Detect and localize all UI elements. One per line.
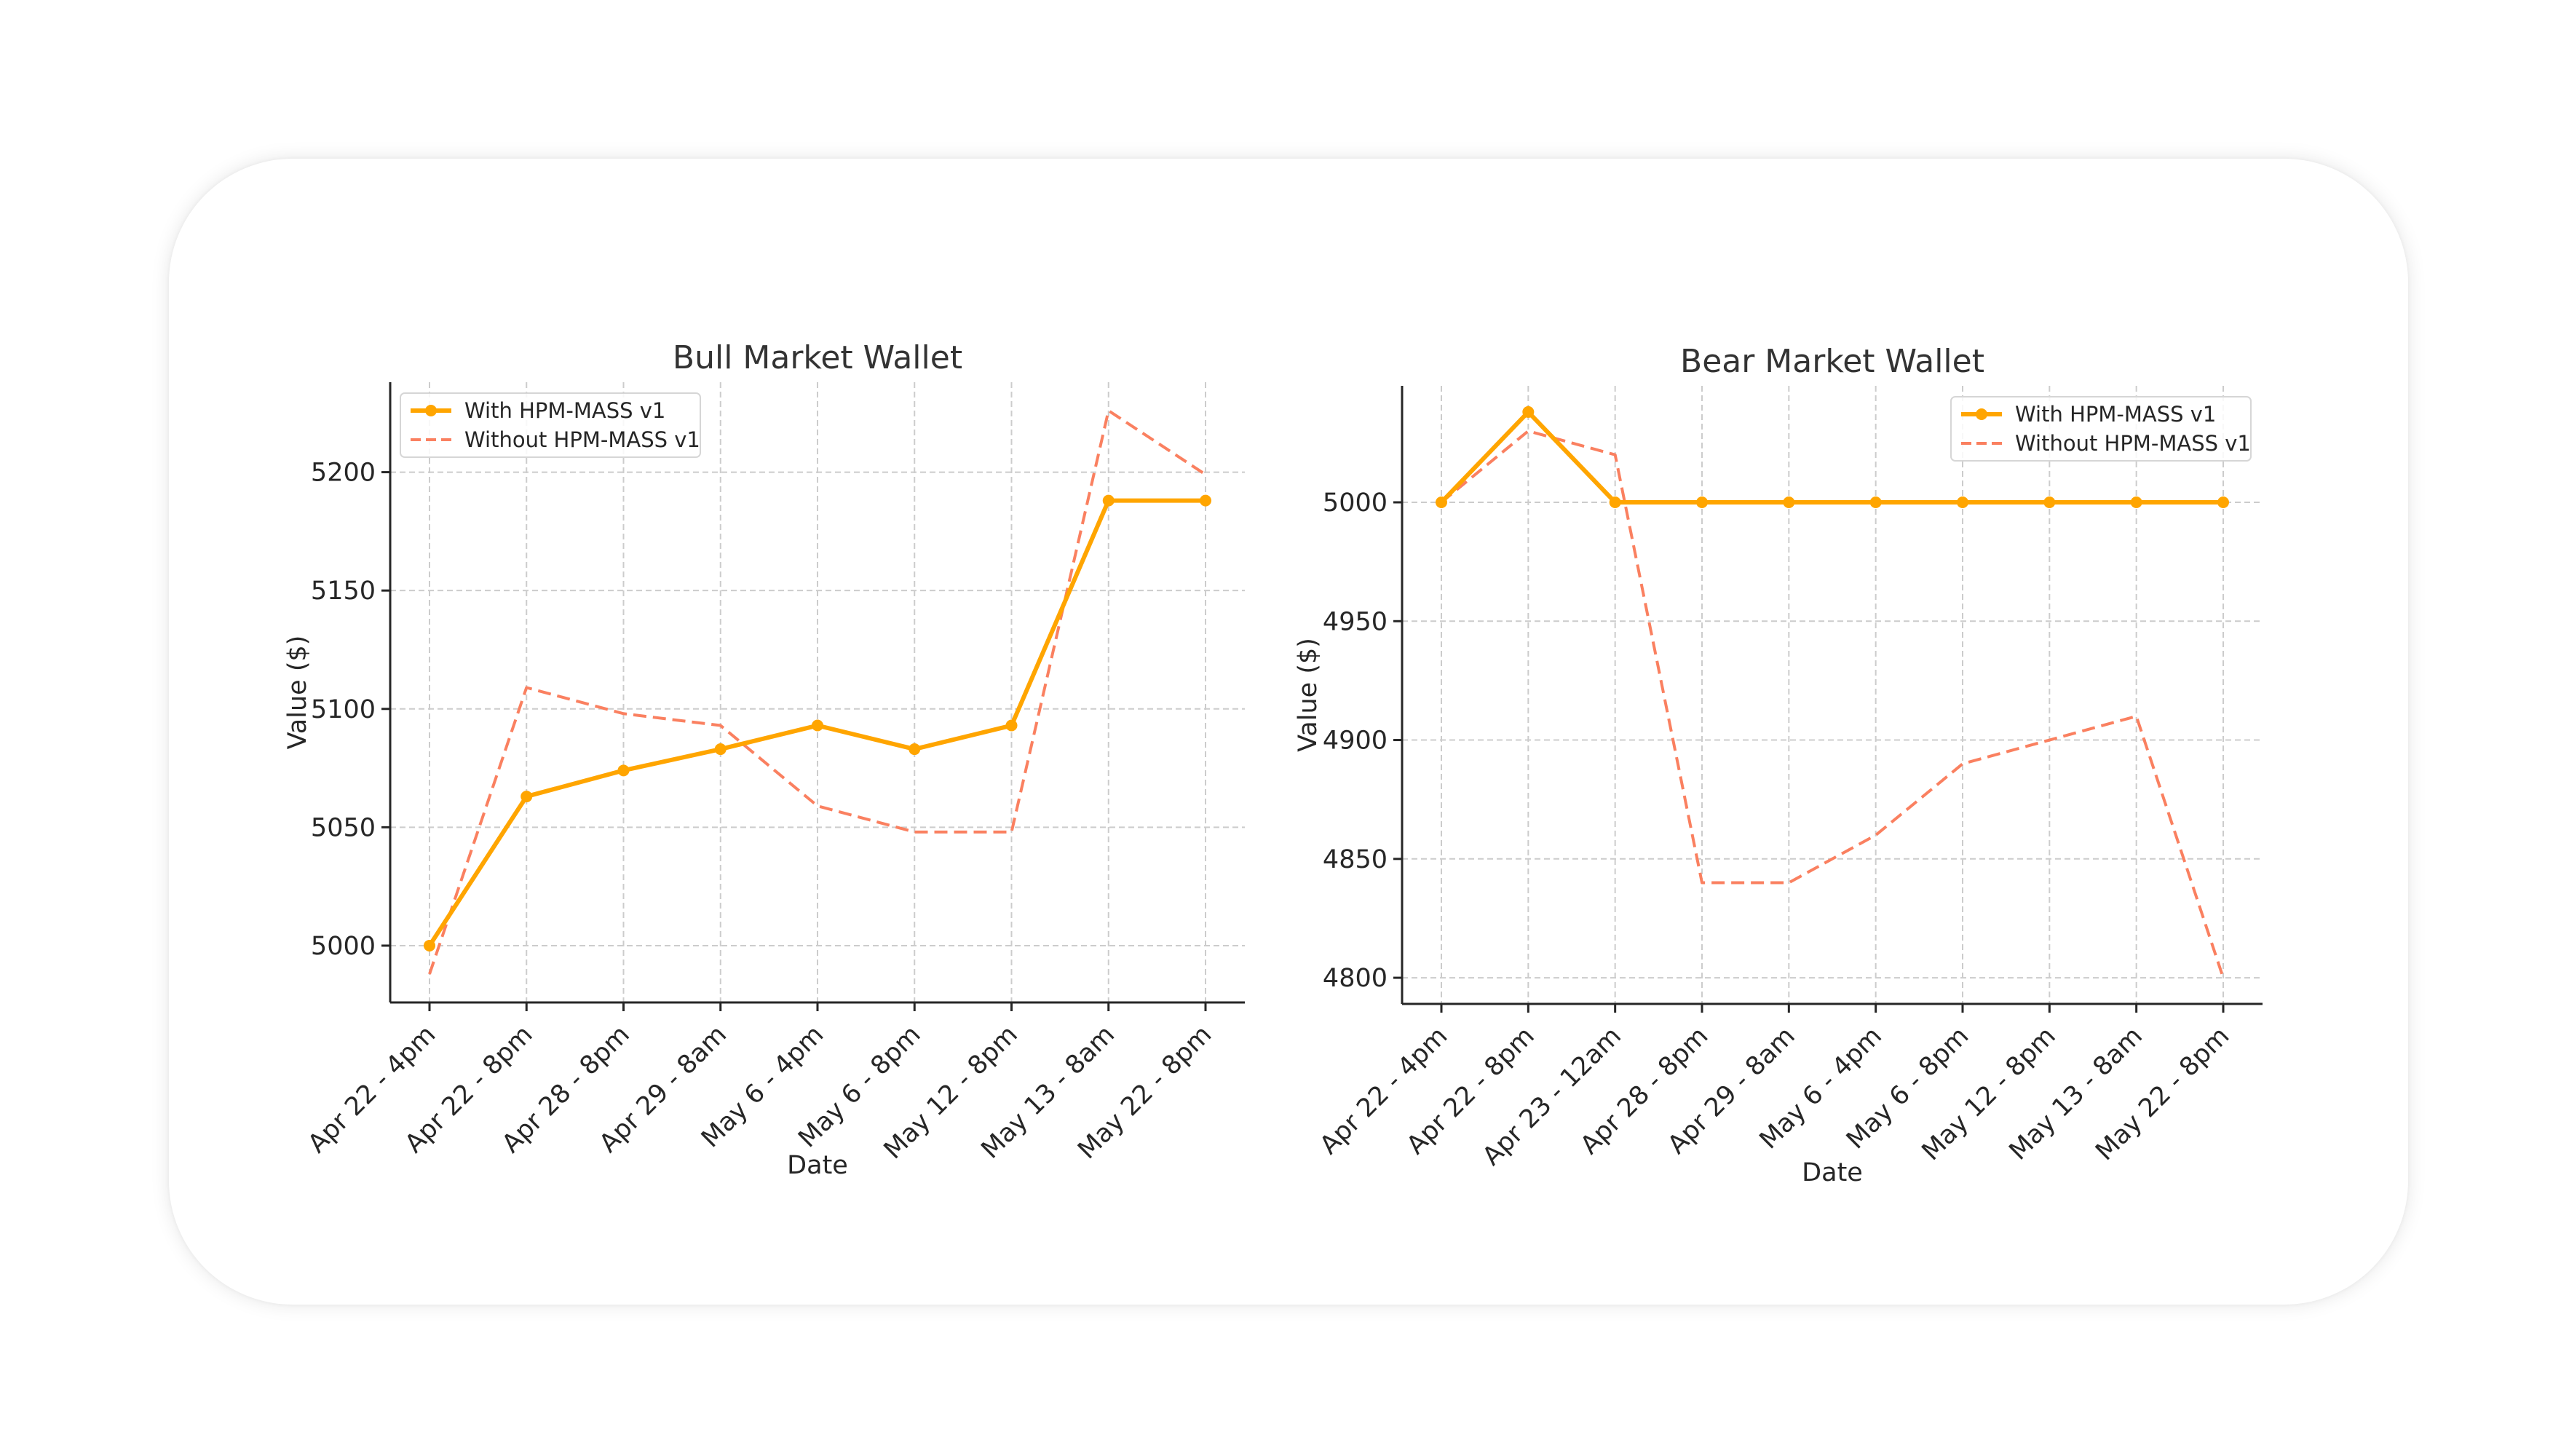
data-point bbox=[1783, 496, 1795, 509]
y-tick-label: 4850 bbox=[1323, 845, 1388, 874]
series-line-without-hpm-mass-v1 bbox=[428, 409, 1207, 975]
legend: With HPM-MASS v1 Without HPM-MASS v1 bbox=[1950, 396, 2252, 462]
y-tick-label: 4800 bbox=[1323, 964, 1388, 993]
data-point bbox=[1436, 496, 1447, 509]
data-point bbox=[1102, 494, 1115, 507]
data-point bbox=[2043, 496, 2056, 509]
y-tick-label: 4950 bbox=[1323, 607, 1388, 636]
y-axis-label: Value ($) bbox=[283, 636, 312, 750]
y-axis-label: Value ($) bbox=[1294, 638, 1323, 752]
x-axis-label: Date bbox=[787, 1151, 848, 1180]
chart-title: Bear Market Wallet bbox=[1680, 343, 1984, 380]
legend-marker bbox=[1976, 408, 1987, 420]
y-tick-label: 5000 bbox=[1323, 488, 1388, 518]
data-point bbox=[424, 939, 435, 951]
data-point bbox=[1957, 496, 1968, 509]
data-point bbox=[520, 791, 533, 803]
y-tick-label: 5200 bbox=[311, 459, 376, 488]
legend-box bbox=[1950, 396, 2252, 462]
y-tick-label: 5150 bbox=[311, 577, 376, 606]
legend-marker bbox=[425, 405, 437, 416]
data-point bbox=[1522, 405, 1535, 418]
legend-label: Without HPM-MASS v1 bbox=[464, 427, 700, 452]
data-point bbox=[714, 743, 727, 756]
data-point bbox=[1005, 719, 1018, 732]
legend-box bbox=[400, 392, 701, 458]
legend-label: With HPM-MASS v1 bbox=[2015, 402, 2216, 427]
data-point bbox=[2130, 496, 2142, 509]
y-tick-label: 4900 bbox=[1323, 727, 1388, 756]
y-tick-label: 5050 bbox=[311, 813, 376, 842]
data-point bbox=[1609, 496, 1621, 509]
data-point bbox=[617, 764, 630, 777]
chart-card bbox=[169, 159, 2408, 1305]
chart-title: Bull Market Wallet bbox=[673, 339, 962, 376]
data-point bbox=[812, 719, 823, 732]
data-point bbox=[909, 743, 921, 756]
data-point bbox=[1696, 496, 1708, 509]
legend-label: With HPM-MASS v1 bbox=[464, 398, 665, 423]
legend-label: Without HPM-MASS v1 bbox=[2015, 431, 2251, 456]
y-tick-label: 5100 bbox=[311, 695, 376, 724]
legend: With HPM-MASS v1 Without HPM-MASS v1 bbox=[400, 392, 701, 458]
y-tick-label: 5000 bbox=[311, 932, 376, 961]
data-point bbox=[1200, 494, 1211, 507]
x-axis-label: Date bbox=[1802, 1158, 1863, 1187]
series-line-without-hpm-mass-v1 bbox=[1440, 430, 2225, 978]
series-line-with-hpm-mass-v1 bbox=[1439, 409, 2223, 505]
data-point bbox=[1869, 496, 1882, 509]
data-point bbox=[2217, 496, 2229, 509]
